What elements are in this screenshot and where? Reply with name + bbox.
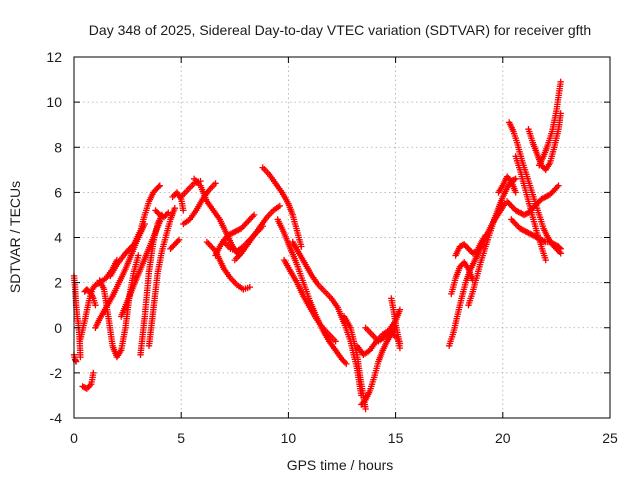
y-tick-label: 12	[46, 49, 62, 65]
data-marks	[70, 78, 564, 413]
series-trace-26	[289, 238, 365, 399]
series-trace-17	[190, 175, 243, 259]
series-trace-8	[107, 182, 163, 280]
series-trace-3	[79, 369, 97, 392]
series-trace-36	[495, 173, 519, 196]
series-trace-34	[452, 232, 489, 259]
series-trace-25	[280, 256, 339, 345]
x-axis-label: GPS time / hours	[287, 457, 394, 473]
x-tick-label: 5	[177, 430, 185, 446]
series-trace-23	[259, 164, 305, 250]
x-tick-label: 15	[388, 430, 404, 446]
series-trace-22	[231, 202, 283, 264]
x-tick-label: 0	[70, 430, 78, 446]
chart-title: Day 348 of 2025, Sidereal Day-to-day VTE…	[89, 22, 591, 38]
x-tick-label: 20	[495, 430, 511, 446]
x-tick-label: 25	[602, 430, 618, 446]
y-tick-label: 2	[54, 275, 62, 291]
series-trace-40	[508, 216, 564, 252]
series-trace-7	[96, 252, 142, 361]
y-tick-label: -4	[50, 410, 63, 426]
series-trace-13	[167, 236, 183, 252]
axis-ticks: 0 5 10 15 20 25 -4 -2 0 2 4 6 8 10 12	[46, 49, 618, 446]
series-trace-19	[212, 211, 258, 259]
series-trace-12	[152, 207, 172, 221]
series-trace-2	[70, 351, 80, 365]
series-trace-10	[137, 211, 166, 358]
y-tick-label: 10	[46, 94, 62, 110]
y-axis-label: SDTVAR / TECUs	[7, 181, 23, 293]
series-trace-20	[220, 265, 253, 293]
y-tick-label: 6	[54, 184, 62, 200]
x-tick-label: 10	[281, 430, 297, 446]
y-tick-label: 0	[54, 320, 62, 336]
series-trace-42	[536, 78, 564, 169]
series-trace-11	[145, 205, 178, 349]
series-trace-24	[274, 216, 350, 368]
series-trace-35	[465, 175, 519, 309]
series-trace-1	[70, 272, 84, 361]
series-trace-41	[525, 110, 564, 173]
series-trace-39	[503, 182, 562, 219]
series-trace-5	[81, 286, 99, 309]
series-trace-33	[448, 259, 476, 298]
series-trace-31	[388, 295, 404, 347]
y-tick-label: 4	[54, 230, 62, 246]
y-tick-label: -2	[50, 365, 63, 381]
y-tick-label: 8	[54, 139, 62, 155]
